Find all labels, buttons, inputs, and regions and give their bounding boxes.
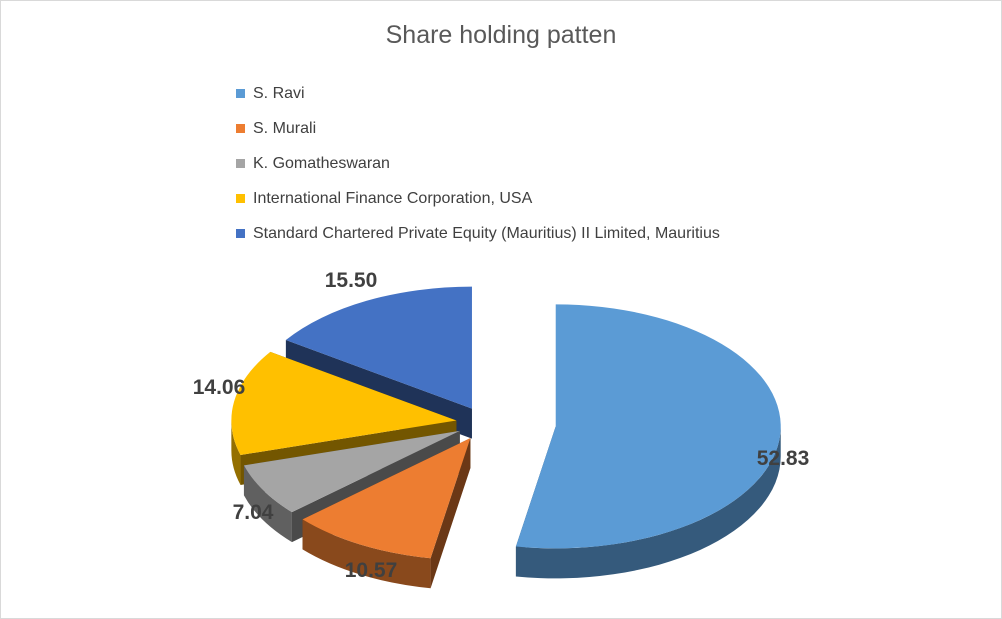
pie-slice — [231, 351, 457, 455]
pie-slice — [243, 430, 460, 513]
legend-label: S. Ravi — [253, 84, 305, 102]
data-label: 52.83 — [757, 447, 810, 470]
pie-slice-rim — [243, 465, 292, 543]
pie-slice-group — [515, 304, 781, 579]
legend-label: S. Murali — [253, 119, 317, 137]
data-label: 15.50 — [325, 269, 378, 292]
legend-swatch — [236, 159, 245, 168]
pie-slice — [302, 438, 471, 559]
data-label: 14.06 — [193, 376, 246, 399]
legend-swatch — [236, 194, 245, 203]
legend-swatch — [236, 89, 245, 98]
legend-item: S. Ravi — [236, 76, 720, 111]
pie-slice — [515, 304, 781, 549]
legend: S. Ravi S. Murali K. Gomatheswaran Inter… — [236, 76, 720, 251]
data-label: 10.57 — [345, 559, 398, 582]
pie-slice-rim — [231, 420, 241, 485]
pie-slice-rim — [302, 519, 431, 589]
pie-slice — [285, 286, 472, 409]
pie-slice-rim — [515, 426, 781, 579]
legend-swatch — [236, 124, 245, 133]
legend-item: Standard Chartered Private Equity (Mauri… — [236, 216, 720, 251]
legend-label: K. Gomatheswaran — [253, 154, 390, 172]
legend-item: International Finance Corporation, USA — [236, 181, 720, 216]
legend-swatch — [236, 229, 245, 238]
chart-title: Share holding patten — [385, 21, 617, 49]
legend-item: K. Gomatheswaran — [236, 146, 720, 181]
data-label: 7.04 — [233, 501, 274, 524]
legend-label: Standard Chartered Private Equity (Mauri… — [253, 224, 720, 242]
pie-slice-side — [430, 438, 471, 589]
legend-label: International Finance Corporation, USA — [253, 189, 533, 207]
pie-slice-group — [302, 438, 471, 589]
legend-item: S. Murali — [236, 111, 720, 146]
